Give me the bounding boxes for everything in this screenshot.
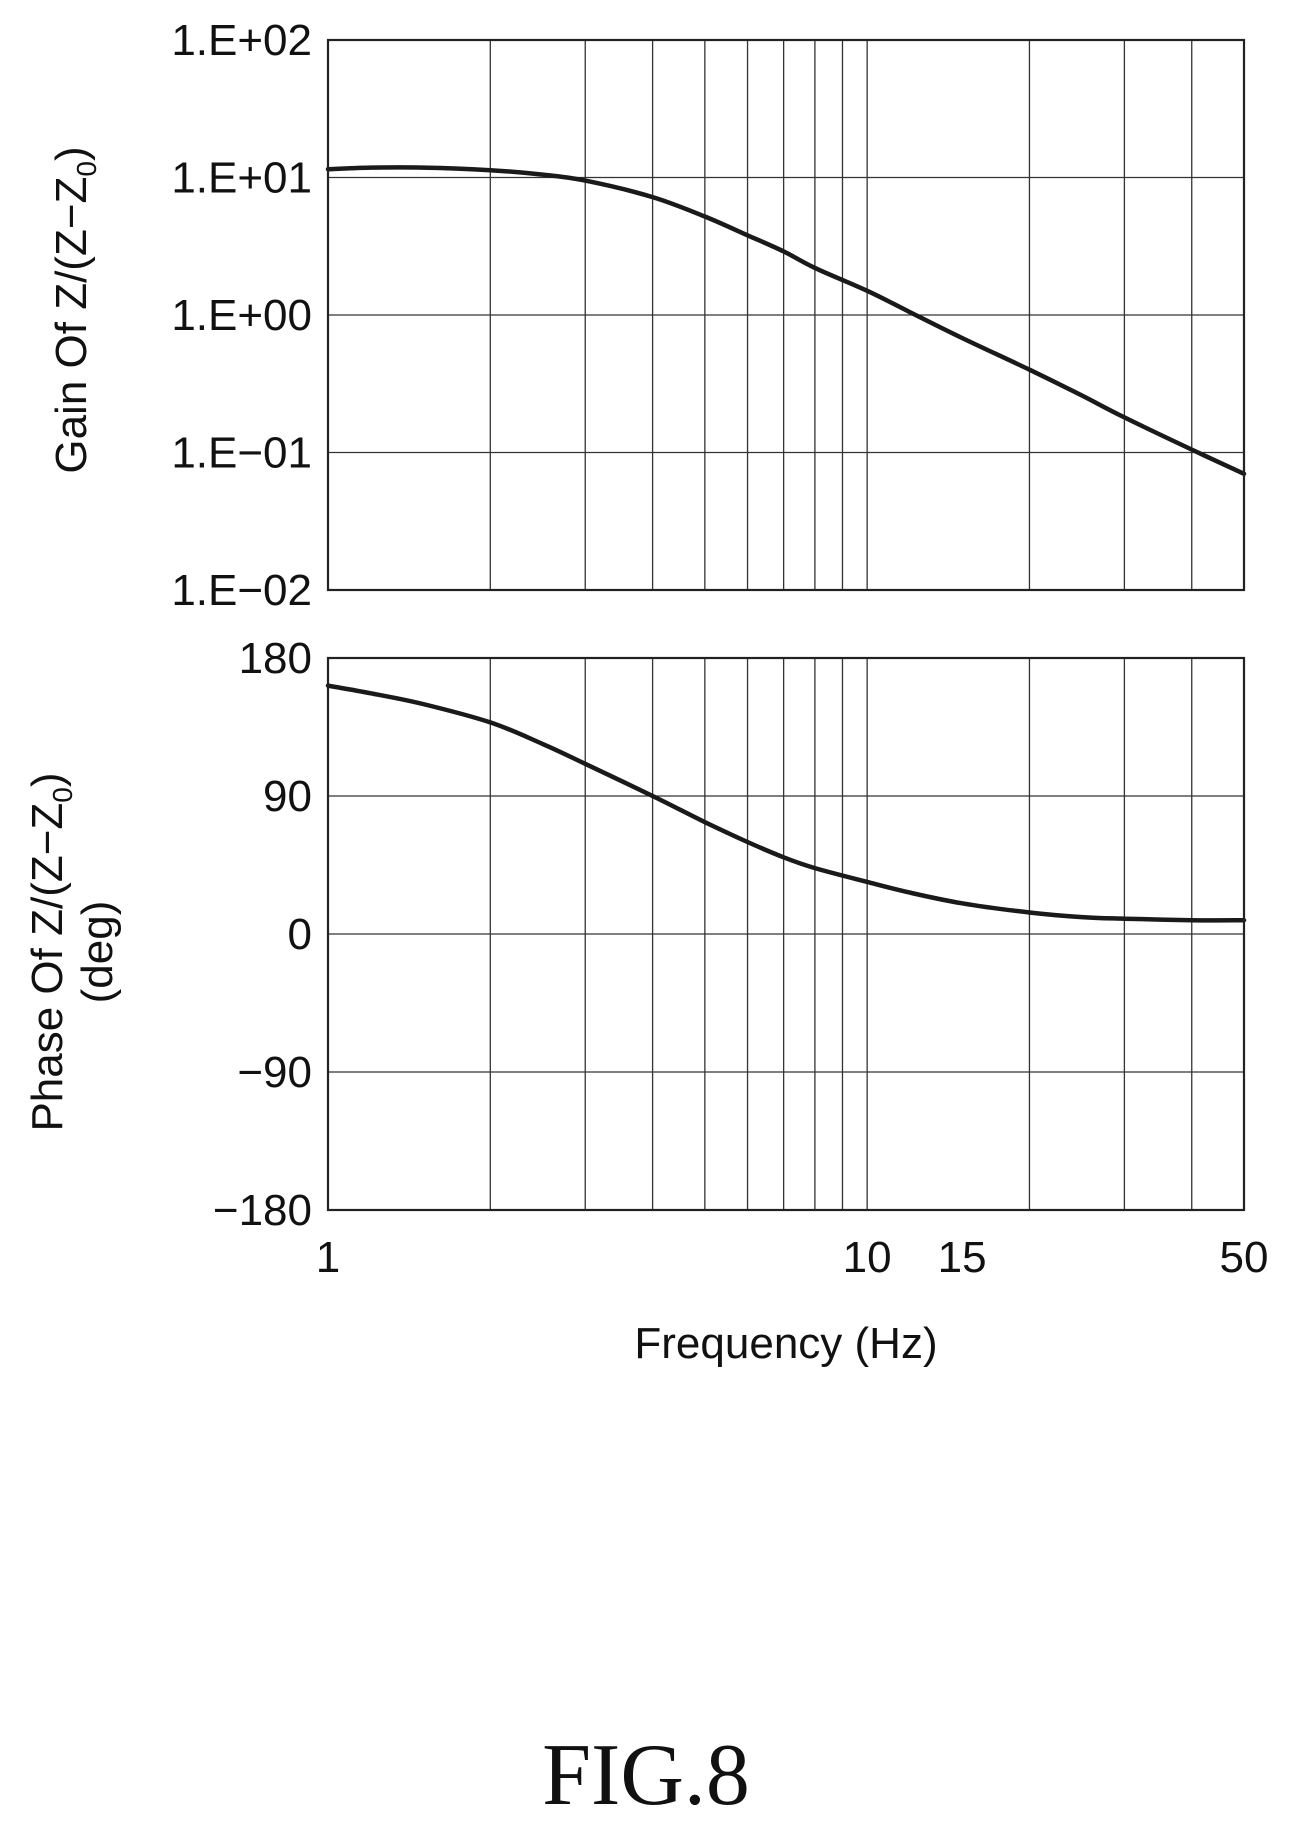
phase-y-tick-label: 90	[263, 772, 312, 821]
grid	[327, 39, 1245, 1211]
gain-y-tick-label: 1.E+00	[171, 291, 312, 340]
curves	[325, 165, 1247, 923]
gain-y-axis-title: Gain Of Z/(Z−Z0)	[47, 146, 102, 473]
phase-ylabel-close: )	[23, 772, 72, 787]
phase-y-axis-unit: (deg)	[73, 901, 122, 1004]
gain-ylabel-main: Gain Of Z/(Z−Z	[47, 177, 96, 474]
phase-y-tick-label: 180	[239, 634, 312, 683]
gain-y-tick-label: 1.E−01	[171, 429, 312, 478]
phase-y-tick-label: −90	[237, 1048, 312, 1097]
gain-y-tick-label: 1.E+02	[171, 16, 312, 65]
figure-label: FIG.8	[542, 1727, 750, 1824]
gain-y-tick-label: 1.E−02	[171, 566, 312, 615]
gain-y-ticks: 1.E+02 1.E+01 1.E+00 1.E−01 1.E−02	[171, 16, 312, 615]
phase-curve	[325, 683, 1247, 923]
gain-plot-frame	[326, 38, 1246, 592]
phase-ylabel-sub: 0	[47, 787, 78, 803]
phase-ylabel-main: Phase Of Z/(Z−Z	[23, 803, 72, 1132]
x-tick-label: 50	[1220, 1233, 1269, 1282]
x-tick-label: 10	[843, 1233, 892, 1282]
phase-y-tick-label: −180	[213, 1186, 312, 1235]
x-tick-label: 1	[316, 1233, 340, 1282]
phase-y-tick-label: 0	[288, 910, 312, 959]
gain-curve	[325, 165, 1247, 477]
gain-y-tick-label: 1.E+01	[171, 154, 312, 203]
x-ticks: 1 10 15 50	[316, 1233, 1269, 1282]
gain-ylabel-close: )	[47, 146, 96, 161]
x-axis-title: Frequency (Hz)	[634, 1319, 937, 1368]
phase-plot-frame	[326, 656, 1246, 1212]
phase-y-axis-title: Phase Of Z/(Z−Z0)	[23, 772, 78, 1131]
gain-ylabel-sub: 0	[71, 161, 102, 177]
x-tick-label: 15	[938, 1233, 987, 1282]
phase-y-ticks: 180 90 0 −90 −180	[213, 634, 312, 1235]
plot-frame	[326, 38, 1246, 1212]
